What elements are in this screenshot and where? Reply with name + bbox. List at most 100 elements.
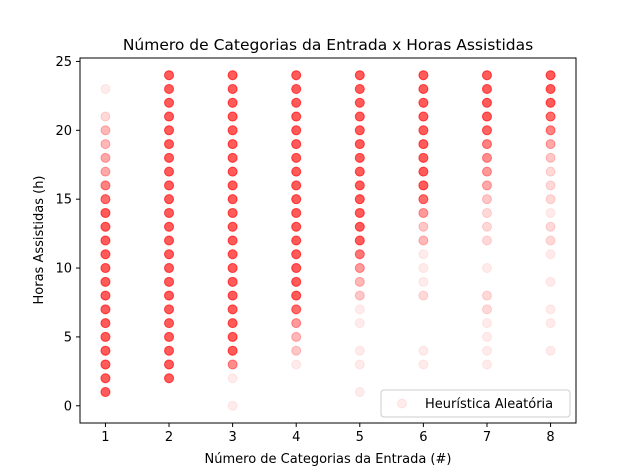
data-point xyxy=(100,276,111,287)
data-point xyxy=(164,70,175,81)
data-point xyxy=(100,304,111,315)
data-point xyxy=(100,263,111,274)
data-point xyxy=(164,70,175,81)
data-point xyxy=(164,263,175,274)
data-point xyxy=(354,207,365,218)
data-point xyxy=(227,345,238,356)
data-point xyxy=(164,290,175,301)
data-point xyxy=(354,166,365,177)
data-point xyxy=(164,235,175,246)
data-point xyxy=(164,139,175,150)
data-point xyxy=(100,276,111,287)
data-point xyxy=(164,359,175,370)
data-point xyxy=(100,221,111,232)
data-point xyxy=(164,276,175,287)
data-point xyxy=(100,180,111,191)
data-point xyxy=(227,152,238,163)
data-point xyxy=(227,152,238,163)
data-point xyxy=(227,139,238,150)
data-point xyxy=(227,97,238,108)
data-point xyxy=(227,194,238,205)
data-point xyxy=(100,139,111,150)
data-point xyxy=(227,400,238,411)
data-point xyxy=(100,221,111,232)
data-point xyxy=(164,235,175,246)
data-point xyxy=(227,194,238,205)
data-point xyxy=(164,194,175,205)
data-point xyxy=(164,97,175,108)
data-point xyxy=(100,221,111,232)
data-point xyxy=(227,83,238,94)
data-point xyxy=(291,290,302,301)
data-point xyxy=(100,207,111,218)
data-point xyxy=(164,331,175,342)
data-point xyxy=(354,249,365,260)
data-point xyxy=(291,125,302,136)
data-point xyxy=(227,304,238,315)
data-point xyxy=(100,373,111,384)
data-point xyxy=(164,221,175,232)
data-point xyxy=(164,263,175,274)
data-point xyxy=(227,345,238,356)
data-point xyxy=(227,166,238,177)
data-point xyxy=(291,304,302,315)
data-point xyxy=(291,318,302,329)
data-point xyxy=(100,263,111,274)
data-point xyxy=(227,263,238,274)
data-point xyxy=(100,249,111,260)
data-point xyxy=(545,111,556,122)
data-point xyxy=(164,207,175,218)
data-point xyxy=(164,359,175,370)
data-point xyxy=(481,180,492,191)
data-point xyxy=(227,70,238,81)
data-point xyxy=(164,276,175,287)
data-point xyxy=(164,359,175,370)
data-point xyxy=(164,111,175,122)
data-point xyxy=(100,304,111,315)
data-point xyxy=(100,180,111,191)
data-point xyxy=(227,180,238,191)
data-point xyxy=(100,331,111,342)
data-point xyxy=(100,263,111,274)
data-point xyxy=(227,318,238,329)
data-point xyxy=(100,249,111,260)
data-point xyxy=(481,304,492,315)
data-point xyxy=(164,70,175,81)
data-point xyxy=(100,304,111,315)
data-point xyxy=(164,331,175,342)
data-point xyxy=(227,304,238,315)
data-point xyxy=(100,263,111,274)
data-point xyxy=(545,221,556,232)
data-point xyxy=(100,166,111,177)
data-point xyxy=(164,318,175,329)
data-point xyxy=(227,83,238,94)
data-point xyxy=(227,249,238,260)
data-point xyxy=(227,263,238,274)
data-point xyxy=(227,263,238,274)
data-point xyxy=(164,83,175,94)
data-point xyxy=(227,125,238,136)
data-point xyxy=(164,221,175,232)
data-point xyxy=(100,180,111,191)
data-point xyxy=(164,249,175,260)
data-point xyxy=(227,83,238,94)
legend-label: Heurística Aleatória xyxy=(425,397,553,412)
data-point xyxy=(227,194,238,205)
data-point xyxy=(227,83,238,94)
data-point xyxy=(227,304,238,315)
data-point xyxy=(227,318,238,329)
data-point xyxy=(227,111,238,122)
data-point xyxy=(227,221,238,232)
data-point xyxy=(164,263,175,274)
data-point xyxy=(164,373,175,384)
data-point xyxy=(100,373,111,384)
data-point xyxy=(100,152,111,163)
data-point xyxy=(164,166,175,177)
data-point xyxy=(227,180,238,191)
data-point xyxy=(100,359,111,370)
data-point xyxy=(481,125,492,136)
data-point xyxy=(227,166,238,177)
data-point xyxy=(227,331,238,342)
data-point xyxy=(100,249,111,260)
data-point xyxy=(164,221,175,232)
